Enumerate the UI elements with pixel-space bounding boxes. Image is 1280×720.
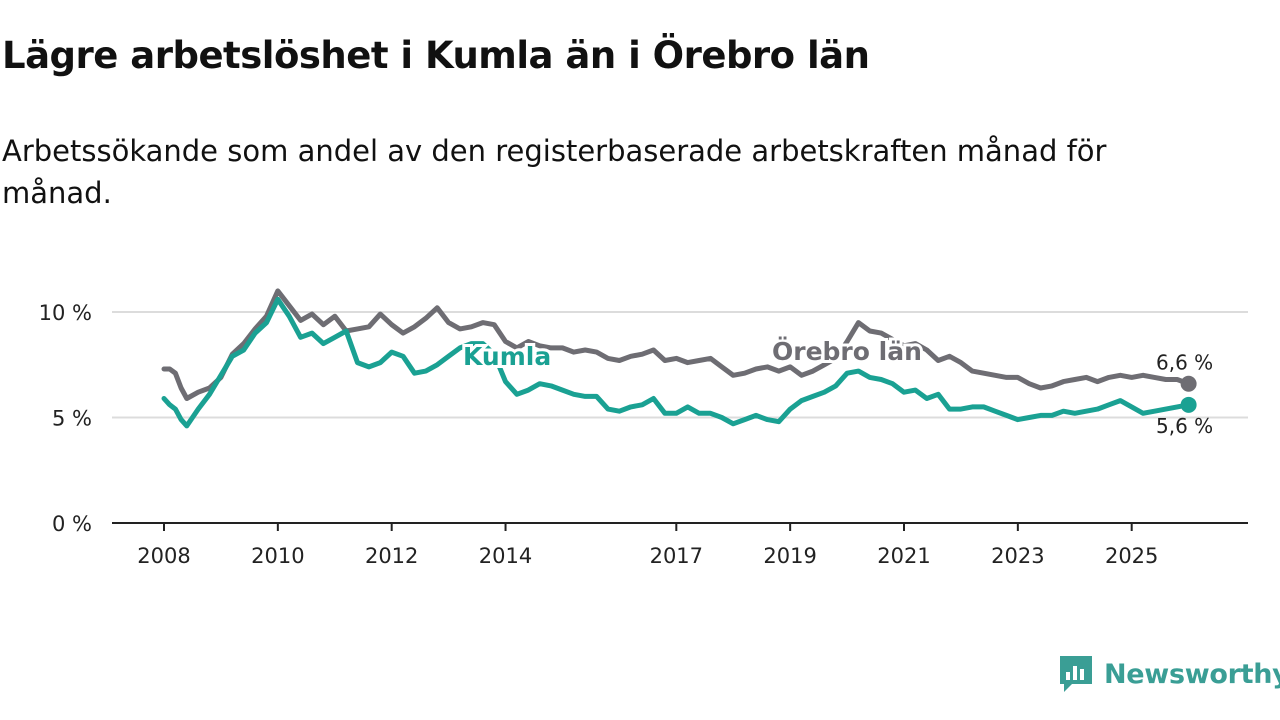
- x-tick-label: 2025: [1105, 544, 1158, 568]
- label-layer: 6,6 % Örebro län 5,6 % Kumla: [460, 333, 1213, 438]
- series-end-label: 6,6 %: [1156, 351, 1213, 375]
- x-tick-label: 2019: [763, 544, 816, 568]
- series-end-marker: [1180, 375, 1197, 392]
- y-tick-label: 5 %: [52, 407, 92, 431]
- series-label: Kumla: [463, 342, 551, 371]
- series-line-orebro-lan: [161, 288, 1192, 401]
- x-tick-label: 2023: [991, 544, 1044, 568]
- x-tick-label: 2014: [479, 544, 532, 568]
- y-tick-label: 10 %: [39, 301, 92, 325]
- x-tick-label: 2012: [365, 544, 418, 568]
- y-tick-label: 0 %: [52, 512, 92, 536]
- series-line-kumla: [161, 296, 1192, 429]
- series-label: Örebro län: [772, 336, 922, 366]
- brand-name: Newsworthy: [1104, 658, 1280, 690]
- series-end-label: 5,6 %: [1156, 414, 1213, 438]
- grid-layer: [112, 311, 1248, 419]
- chart-subtitle: Arbetssökande som andel av den registerb…: [2, 134, 1107, 210]
- newsworthy-logo-icon: [1060, 656, 1092, 692]
- series-end-marker: [1180, 396, 1197, 413]
- series-layer: [161, 288, 1197, 429]
- x-tick-label: 2008: [137, 544, 190, 568]
- x-tick-label: 2021: [877, 544, 930, 568]
- axis-layer: 0 % 5 % 10 % 2008 2010 2012 2014 2017 2019 2021 20…: [39, 301, 1248, 568]
- x-tick-label: 2010: [251, 544, 304, 568]
- x-tick-label: 2017: [650, 544, 703, 568]
- chart-title: Lägre arbetslöshet i Kumla än i Örebro l…: [2, 34, 870, 77]
- brand-logo: Newsworthy: [1058, 654, 1280, 694]
